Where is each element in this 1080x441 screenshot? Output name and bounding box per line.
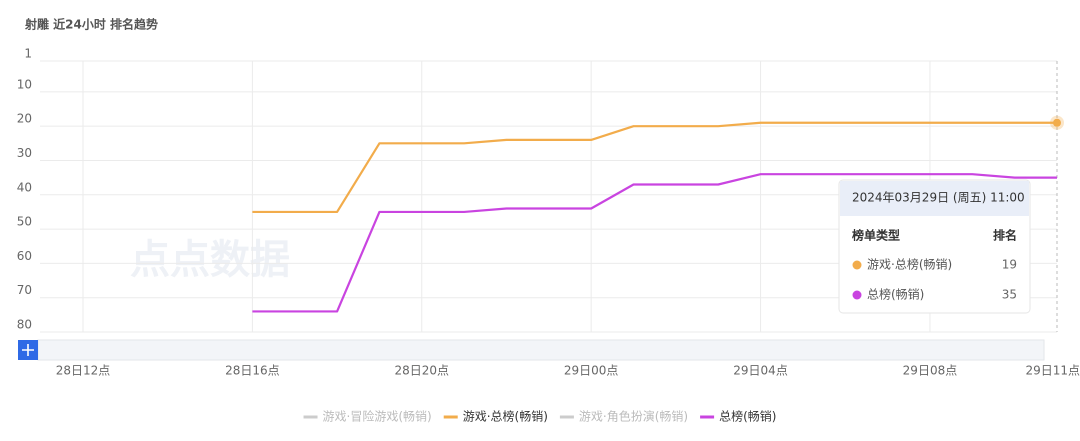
tooltip-value: 35 bbox=[1002, 288, 1017, 302]
x-tick-label: 29日08点 bbox=[903, 364, 958, 378]
y-tick-label: 40 bbox=[17, 180, 32, 194]
tooltip-value: 19 bbox=[1002, 258, 1017, 272]
legend-label: 总榜(畅销) bbox=[719, 409, 776, 424]
y-tick-label: 30 bbox=[17, 146, 32, 160]
legend-item[interactable]: 总榜(畅销) bbox=[700, 409, 776, 424]
x-tick-label: 28日16点 bbox=[225, 364, 280, 378]
tooltip-col: 榜单类型 bbox=[852, 228, 900, 243]
y-tick-label: 20 bbox=[17, 112, 32, 126]
series-line bbox=[252, 121, 1057, 214]
watermark: 点点数据 bbox=[130, 237, 290, 283]
zoom-bar[interactable] bbox=[37, 339, 1045, 361]
hover-point bbox=[1053, 118, 1061, 127]
x-tick-label: 29日00点 bbox=[564, 364, 619, 378]
y-tick-label: 70 bbox=[17, 283, 32, 297]
tooltip-header bbox=[840, 181, 1029, 216]
tooltip-title: 2024年03月29日 (周五) 11:00 bbox=[852, 191, 1025, 205]
series-line bbox=[252, 173, 1057, 313]
legend-label: 游戏·总榜(畅销) bbox=[463, 409, 548, 424]
legend-label: 游戏·角色扮演(畅销) bbox=[579, 409, 688, 424]
legend-item[interactable]: 游戏·冒险游戏(畅销) bbox=[303, 409, 432, 424]
tooltip-dot bbox=[852, 290, 862, 300]
legend-label: 游戏·冒险游戏(畅销) bbox=[323, 409, 432, 424]
chart-title: 射雕 近24小时 排名趋势 bbox=[24, 17, 158, 32]
x-tick-label: 28日20点 bbox=[395, 364, 450, 378]
tooltip: 2024年03月29日 (周五) 11:00 榜单类型 排名 游戏·总榜(畅销)… bbox=[838, 179, 1031, 314]
legend-item[interactable]: 游戏·角色扮演(畅销) bbox=[559, 409, 688, 424]
x-tick-label: 29日04点 bbox=[733, 364, 788, 378]
x-tick-label: 29日11点 bbox=[1025, 364, 1080, 378]
plot bbox=[252, 115, 1064, 313]
y-tick-label: 1 bbox=[24, 47, 32, 61]
y-tick-label: 50 bbox=[17, 215, 32, 229]
legend: 游戏·冒险游戏(畅销) 游戏·总榜(畅销) 游戏·角色扮演(畅销) 总榜(畅销) bbox=[303, 409, 776, 424]
y-tick-label: 80 bbox=[17, 318, 32, 332]
tooltip-series: 总榜(畅销) bbox=[867, 287, 924, 302]
tooltip-dot bbox=[852, 260, 862, 270]
y-tick-label: 10 bbox=[17, 77, 32, 91]
y-tick-label: 60 bbox=[17, 249, 32, 263]
plus-icon bbox=[22, 344, 34, 356]
tooltip-series: 游戏·总榜(畅销) bbox=[867, 257, 952, 272]
x-tick-label: 28日12点 bbox=[56, 364, 111, 378]
tooltip-col: 排名 bbox=[993, 228, 1017, 243]
legend-item[interactable]: 游戏·总榜(畅销) bbox=[443, 409, 548, 424]
